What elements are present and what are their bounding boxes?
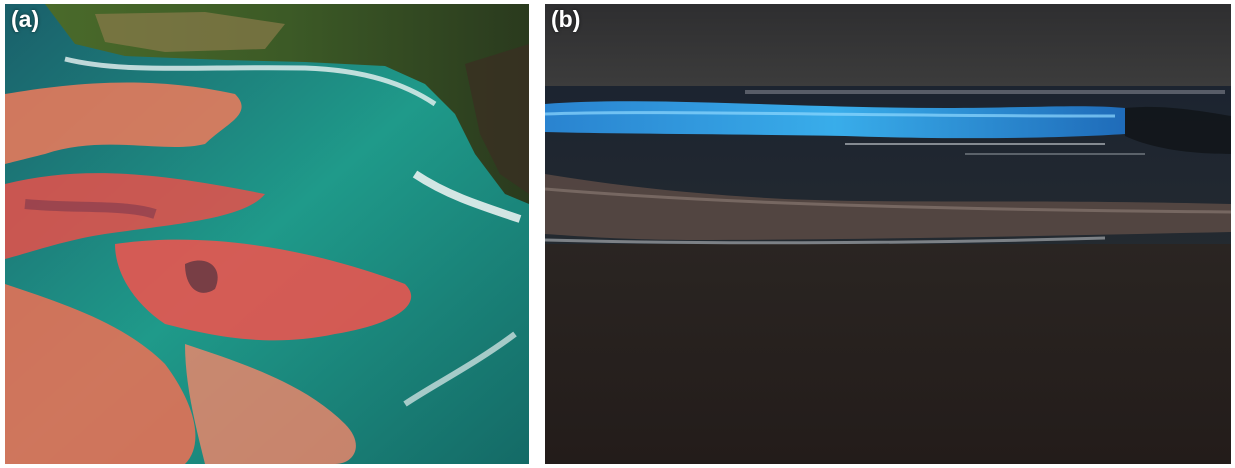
panel-b-label: (b): [551, 6, 581, 32]
red-tide-illustration: [5, 4, 529, 464]
panel-a-red-tide-image: (a): [5, 4, 529, 464]
panel-b-bioluminescent-wave-image: (b): [545, 4, 1231, 464]
panel-a-label: (a): [11, 6, 40, 32]
bioluminescent-wave-illustration: [545, 4, 1231, 464]
